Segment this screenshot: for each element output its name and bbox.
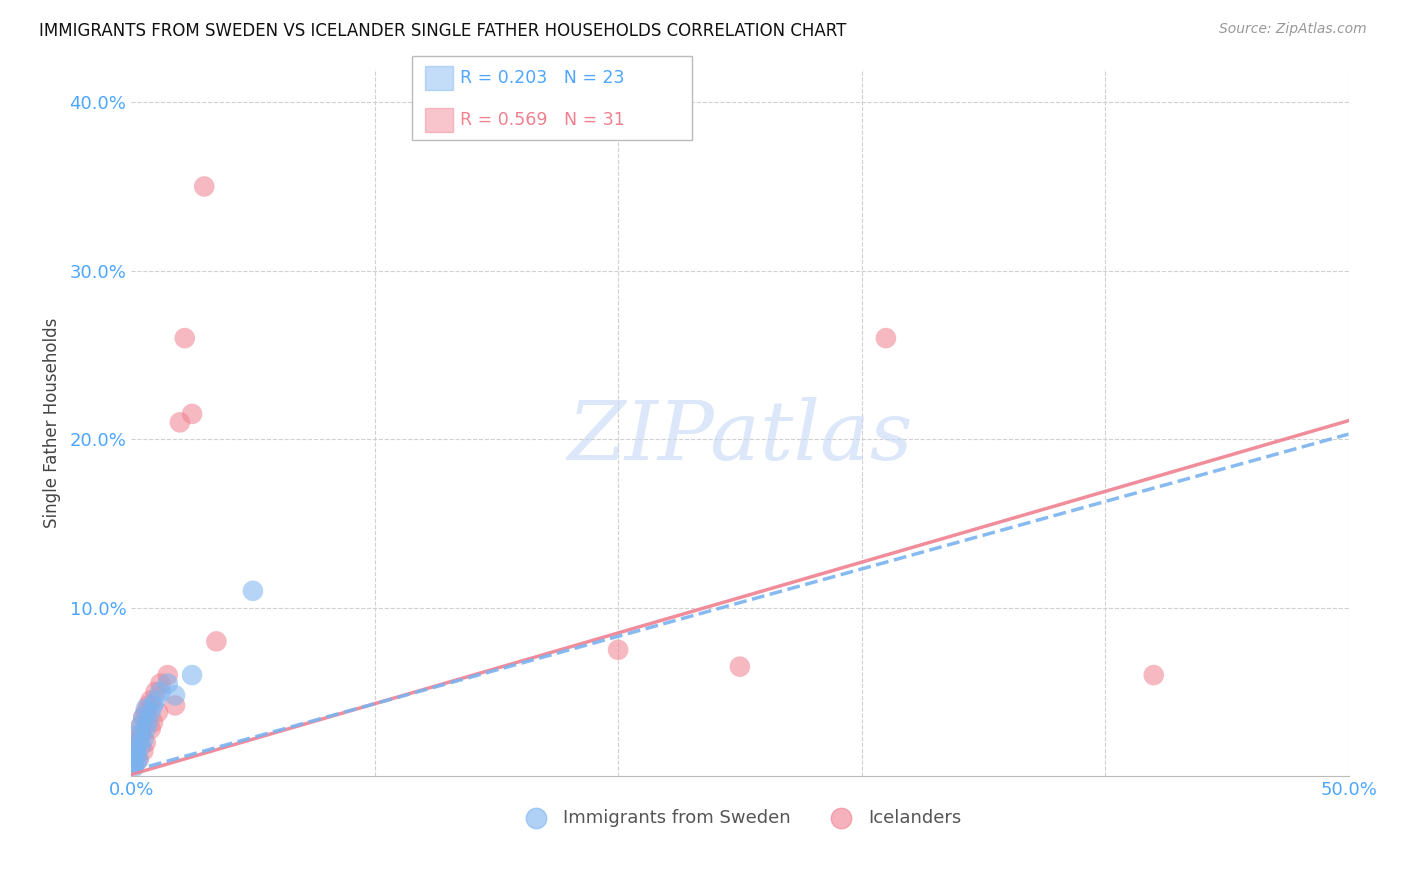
Point xyxy=(875,331,897,345)
Point xyxy=(132,732,155,747)
Point xyxy=(142,698,165,713)
Text: R = 0.203   N = 23: R = 0.203 N = 23 xyxy=(460,69,624,87)
Point xyxy=(242,583,264,598)
Y-axis label: Single Father Households: Single Father Households xyxy=(44,318,60,527)
Point xyxy=(1143,668,1166,682)
Point xyxy=(607,642,630,657)
Point xyxy=(122,752,145,766)
Point xyxy=(125,748,148,763)
Point xyxy=(181,407,204,421)
Point xyxy=(132,710,155,724)
Point xyxy=(205,634,228,648)
Point xyxy=(132,744,155,758)
Point xyxy=(122,756,145,770)
Point xyxy=(128,732,150,747)
Point xyxy=(135,702,157,716)
Point xyxy=(163,698,186,713)
Point xyxy=(129,718,152,732)
Text: ZIPatlas: ZIPatlas xyxy=(567,397,912,476)
Point xyxy=(129,739,152,753)
Point xyxy=(128,735,150,749)
Point xyxy=(125,756,148,770)
Point xyxy=(163,688,186,702)
Point xyxy=(145,693,167,707)
Point xyxy=(181,668,204,682)
Point xyxy=(136,698,159,713)
Point xyxy=(193,179,215,194)
Point xyxy=(125,739,148,753)
Text: Source: ZipAtlas.com: Source: ZipAtlas.com xyxy=(1219,22,1367,37)
Text: IMMIGRANTS FROM SWEDEN VS ICELANDER SINGLE FATHER HOUSEHOLDS CORRELATION CHART: IMMIGRANTS FROM SWEDEN VS ICELANDER SING… xyxy=(39,22,846,40)
Point xyxy=(135,735,157,749)
Point xyxy=(156,668,179,682)
Point xyxy=(728,659,751,673)
Point xyxy=(139,722,162,736)
Point xyxy=(122,735,145,749)
Point xyxy=(139,705,162,719)
Point xyxy=(142,715,165,730)
Point xyxy=(145,685,167,699)
Point xyxy=(132,710,155,724)
Point xyxy=(136,715,159,730)
Point xyxy=(156,676,179,690)
Point xyxy=(122,744,145,758)
Point xyxy=(129,718,152,732)
Point xyxy=(122,761,145,775)
Point xyxy=(128,752,150,766)
Text: R = 0.569   N = 31: R = 0.569 N = 31 xyxy=(460,111,624,129)
Point xyxy=(173,331,195,345)
Point xyxy=(146,705,169,719)
Point xyxy=(129,727,152,741)
Point xyxy=(169,415,191,429)
Point xyxy=(149,676,172,690)
Point xyxy=(135,722,157,736)
Point xyxy=(128,752,150,766)
Point xyxy=(125,748,148,763)
Point xyxy=(139,693,162,707)
Legend: Immigrants from Sweden, Icelanders: Immigrants from Sweden, Icelanders xyxy=(510,802,969,834)
Point xyxy=(128,727,150,741)
Point xyxy=(125,744,148,758)
Point xyxy=(149,685,172,699)
Point xyxy=(135,705,157,719)
